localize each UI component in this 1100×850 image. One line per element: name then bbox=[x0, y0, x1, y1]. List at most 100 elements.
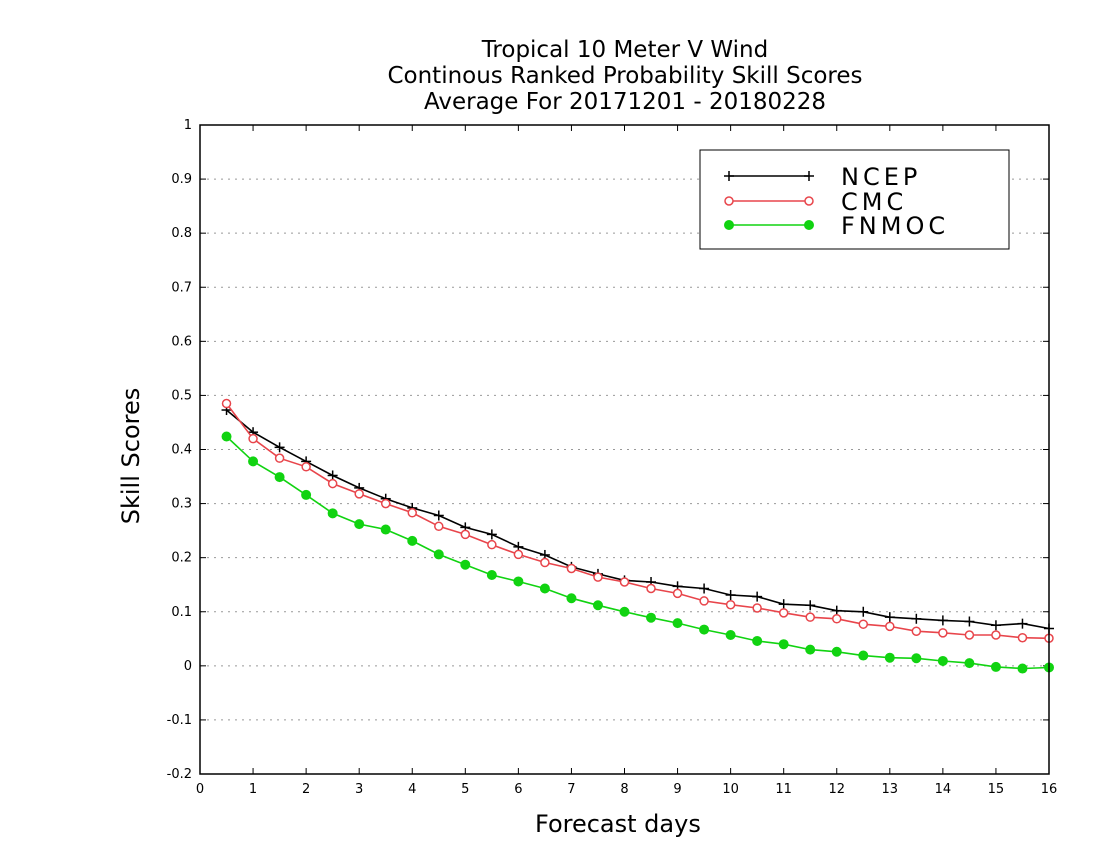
data-point-fnmoc bbox=[380, 524, 391, 535]
data-point-fnmoc bbox=[327, 508, 338, 519]
data-point-fnmoc bbox=[221, 431, 232, 442]
data-point-fnmoc bbox=[646, 612, 657, 623]
legend-marker-cmc bbox=[724, 196, 734, 206]
data-point-cmc bbox=[380, 498, 391, 509]
y-tick-label: 0 bbox=[184, 659, 192, 674]
data-point-cmc bbox=[513, 549, 524, 560]
data-point-fnmoc bbox=[513, 576, 524, 587]
data-point-cmc bbox=[407, 508, 417, 518]
x-tick-label: 14 bbox=[935, 782, 952, 797]
x-tick-label: 8 bbox=[620, 782, 628, 797]
chart-title-line-2: Continous Ranked Probability Skill Score… bbox=[387, 63, 863, 89]
y-tick-label: 1 bbox=[184, 118, 192, 133]
data-point-ncep bbox=[752, 591, 763, 602]
series-line-ncep bbox=[225, 409, 1050, 630]
data-point-ncep bbox=[990, 620, 1001, 631]
y-tick-label: 0.3 bbox=[171, 497, 192, 512]
data-point-cmc bbox=[593, 572, 603, 582]
series-fnmoc bbox=[221, 431, 1054, 674]
data-point-fnmoc bbox=[566, 593, 577, 604]
legend-marker-ncep bbox=[724, 171, 734, 181]
x-tick-label: 11 bbox=[775, 782, 792, 797]
x-tick-label: 0 bbox=[196, 782, 204, 797]
data-point-cmc bbox=[460, 529, 471, 540]
series-cmc bbox=[221, 398, 1054, 644]
x-tick-label: 16 bbox=[1041, 782, 1058, 797]
data-point-fnmoc bbox=[619, 606, 630, 617]
data-point-fnmoc bbox=[486, 569, 497, 580]
y-tick-label: 0.8 bbox=[171, 226, 192, 241]
data-point-cmc bbox=[699, 596, 709, 606]
data-point-fnmoc bbox=[778, 639, 789, 650]
plot-frame bbox=[199, 124, 1050, 775]
data-point-cmc bbox=[566, 563, 577, 574]
y-tick-label: 0.2 bbox=[171, 551, 192, 566]
legend-marker-fnmoc bbox=[724, 220, 734, 230]
data-point-fnmoc bbox=[433, 549, 444, 560]
x-tick-label: 1 bbox=[249, 782, 257, 797]
x-tick-label: 5 bbox=[461, 782, 469, 797]
x-axis-ticks: 0 1 2 3 4 5 6 7 8 9 10 11 12 13 14 15 16 bbox=[196, 125, 1057, 797]
x-tick-label: 13 bbox=[882, 782, 899, 797]
data-point-fnmoc bbox=[460, 559, 471, 570]
data-point-ncep bbox=[778, 599, 789, 610]
data-point-cmc bbox=[1017, 632, 1028, 643]
data-point-ncep bbox=[327, 470, 338, 481]
data-point-cmc bbox=[619, 577, 630, 587]
data-point-fnmoc bbox=[539, 583, 550, 594]
legend-marker-fnmoc bbox=[804, 220, 814, 230]
data-point-cmc bbox=[885, 621, 895, 632]
legend-label-cmc: CMC bbox=[841, 188, 907, 216]
data-point-fnmoc bbox=[831, 646, 842, 657]
data-point-ncep bbox=[911, 613, 922, 624]
legend-box bbox=[699, 149, 1010, 250]
data-point-cmc bbox=[221, 398, 232, 409]
x-tick-label: 15 bbox=[988, 782, 1005, 797]
data-point-fnmoc bbox=[699, 624, 710, 635]
data-point-fnmoc bbox=[937, 655, 948, 666]
x-axis-label: Forecast days bbox=[535, 810, 701, 838]
data-point-cmc bbox=[248, 433, 258, 444]
data-point-cmc bbox=[964, 630, 975, 640]
data-point-cmc bbox=[911, 626, 922, 636]
data-point-cmc bbox=[805, 612, 815, 622]
data-point-cmc bbox=[858, 619, 869, 629]
x-tick-label: 7 bbox=[567, 782, 575, 797]
data-point-cmc bbox=[434, 521, 444, 532]
data-point-fnmoc bbox=[911, 653, 922, 664]
x-tick-label: 3 bbox=[355, 782, 363, 797]
x-tick-label: 6 bbox=[514, 782, 522, 797]
data-point-cmc bbox=[672, 588, 683, 599]
data-point-fnmoc bbox=[672, 618, 683, 629]
y-tick-label: 0.6 bbox=[171, 334, 192, 349]
y-tick-label: 0.5 bbox=[171, 388, 192, 403]
y-axis-ticks: -0.2 -0.1 0 0.1 0.2 0.3 0.4 0.5 0.6 0.7 0.8 0.9 1 bbox=[167, 118, 1049, 782]
y-tick-label: 0.1 bbox=[171, 605, 192, 620]
legend-entry-fnmoc: FNMOC bbox=[724, 212, 949, 240]
data-point-fnmoc bbox=[407, 535, 418, 546]
y-tick-label: -0.2 bbox=[167, 767, 192, 782]
data-point-fnmoc bbox=[805, 644, 816, 655]
data-point-ncep bbox=[486, 529, 497, 540]
data-point-ncep bbox=[433, 510, 444, 521]
data-point-cmc bbox=[354, 489, 364, 499]
data-point-ncep bbox=[884, 612, 895, 623]
data-point-cmc bbox=[778, 608, 789, 618]
data-point-fnmoc bbox=[301, 489, 312, 500]
legend-entry-ncep: NCEP bbox=[724, 163, 921, 191]
data-point-cmc bbox=[327, 478, 338, 489]
data-point-cmc bbox=[991, 630, 1001, 640]
series-line-fnmoc bbox=[225, 435, 1050, 670]
data-point-cmc bbox=[938, 628, 948, 638]
data-point-cmc bbox=[274, 453, 285, 463]
data-point-fnmoc bbox=[752, 635, 763, 646]
data-point-ncep bbox=[805, 600, 816, 611]
data-point-ncep bbox=[725, 589, 736, 600]
data-point-cmc bbox=[540, 557, 550, 568]
series-layer bbox=[221, 398, 1054, 674]
legend-label-ncep: NCEP bbox=[841, 163, 921, 191]
data-point-fnmoc bbox=[964, 658, 975, 669]
data-point-fnmoc bbox=[858, 650, 869, 661]
x-tick-label: 9 bbox=[673, 782, 681, 797]
legend-label-fnmoc: FNMOC bbox=[841, 212, 949, 240]
